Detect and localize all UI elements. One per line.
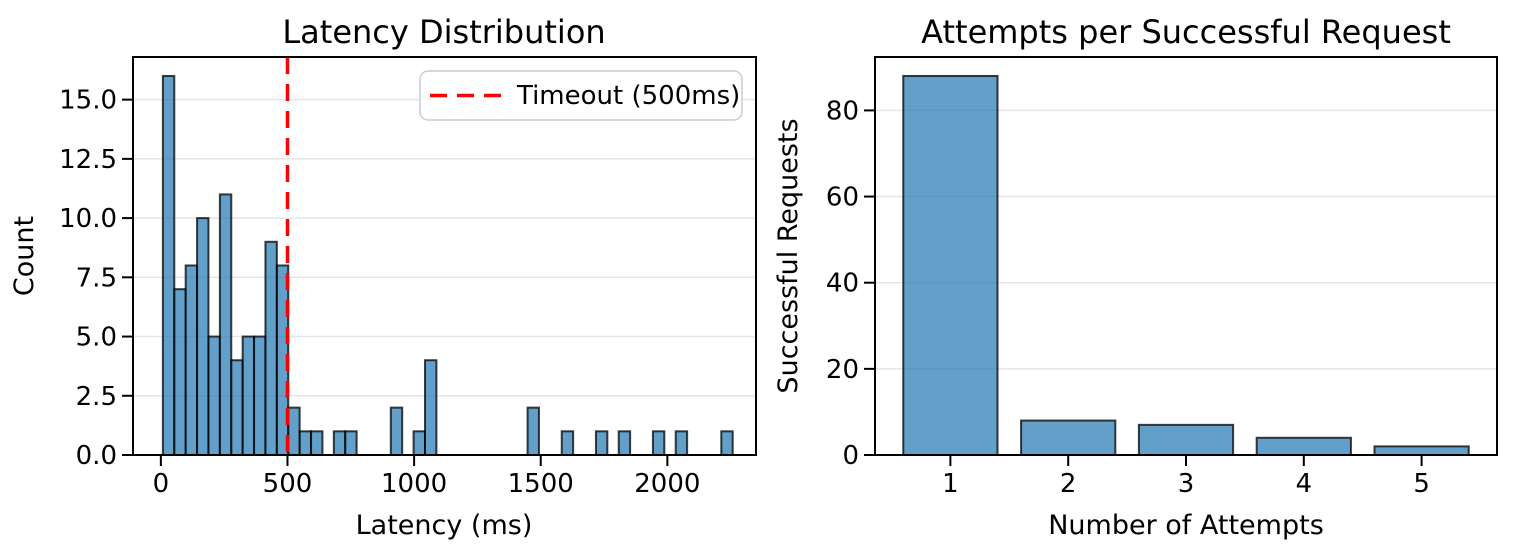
bar: [1020, 419, 1117, 457]
legend: Timeout (500ms): [419, 70, 743, 121]
histogram-bar: [253, 335, 267, 456]
histogram-bar: [161, 74, 176, 456]
y-tick-label: 0: [842, 441, 859, 471]
histogram-bar: [423, 359, 438, 456]
x-tick-label: 5: [1413, 469, 1430, 499]
histogram-bar: [264, 240, 278, 456]
y-tick-label: 80: [826, 96, 859, 126]
x-tick-label: 3: [1178, 469, 1195, 499]
histogram-bar: [287, 406, 301, 456]
histogram-bar: [241, 335, 256, 456]
histogram-bar: [594, 430, 609, 456]
right-chart-title: Attempts per Successful Request: [921, 13, 1451, 51]
histogram-bar: [412, 430, 426, 456]
histogram-bar: [526, 406, 540, 456]
bar: [1255, 436, 1352, 457]
x-tick-label: 0: [153, 469, 170, 499]
histogram-bar: [389, 406, 404, 456]
histogram-bar: [196, 217, 210, 456]
left-axes: [122, 56, 757, 466]
y-tick-label: 60: [826, 183, 859, 213]
histogram-bar: [332, 430, 347, 456]
x-tick-label: 1000: [381, 469, 447, 499]
histogram-bar: [651, 430, 666, 456]
histogram-bar: [344, 430, 358, 456]
right-y-axis-label: Successful Requests: [773, 118, 804, 393]
histogram-bar: [560, 430, 575, 456]
right-bars: [902, 74, 1470, 457]
x-tick-label: 1: [942, 469, 959, 499]
plot-spines: [132, 56, 757, 456]
y-tick-label: 2.5: [76, 382, 117, 412]
histogram-bar: [218, 193, 233, 456]
y-tick-label: 7.5: [76, 263, 117, 293]
y-tick-label: 15.0: [59, 86, 117, 116]
histogram-bar: [173, 288, 187, 456]
attempts-bar-chart: 1 2 3 4 5 0 20 40 60 80 Attempts per Successful R…: [773, 13, 1498, 541]
left-chart-title: Latency Distribution: [282, 13, 605, 51]
right-axes: [864, 56, 1498, 466]
x-tick-label: 500: [263, 469, 313, 499]
y-tick-label: 12.5: [59, 145, 117, 175]
bar: [1137, 423, 1235, 456]
histogram-bar: [230, 359, 244, 456]
x-tick-label: 1500: [508, 469, 574, 499]
histogram-bar: [674, 430, 689, 456]
histogram-bar: [207, 335, 221, 456]
left-y-axis-label: Count: [9, 216, 40, 296]
y-tick-label: 10.0: [59, 204, 117, 234]
legend-box: [419, 70, 743, 121]
left-histogram-bars: [161, 74, 734, 456]
y-tick-label: 0.0: [76, 441, 117, 471]
x-tick-label: 2000: [634, 469, 700, 499]
histogram-bar: [310, 430, 324, 456]
legend-label: Timeout (500ms): [516, 81, 740, 111]
histogram-bar: [617, 430, 632, 456]
latency-histogram: 0 500 1000 1500 2000 0.0 2.5 5.0 7.5 10.0 12.5 15.0…: [9, 13, 757, 541]
y-tick-label: 40: [826, 269, 859, 299]
y-tick-label: 5.0: [76, 323, 117, 353]
histogram-bar: [720, 430, 734, 456]
histogram-bar: [184, 264, 199, 456]
histogram-bar: [298, 430, 313, 456]
right-x-axis-label: Number of Attempts: [1048, 510, 1324, 541]
x-tick-label: 2: [1060, 469, 1077, 499]
y-tick-label: 20: [826, 355, 859, 385]
right-tick-labels: 1 2 3 4 5 0 20 40 60 80: [826, 96, 1430, 499]
left-tick-labels: 0 500 1000 1500 2000 0.0 2.5 5.0 7.5 10.0 12.5 15.0: [59, 86, 700, 499]
left-x-axis-label: Latency (ms): [356, 510, 533, 541]
x-tick-label: 4: [1296, 469, 1313, 499]
bar: [902, 74, 999, 456]
bar: [1373, 445, 1470, 457]
